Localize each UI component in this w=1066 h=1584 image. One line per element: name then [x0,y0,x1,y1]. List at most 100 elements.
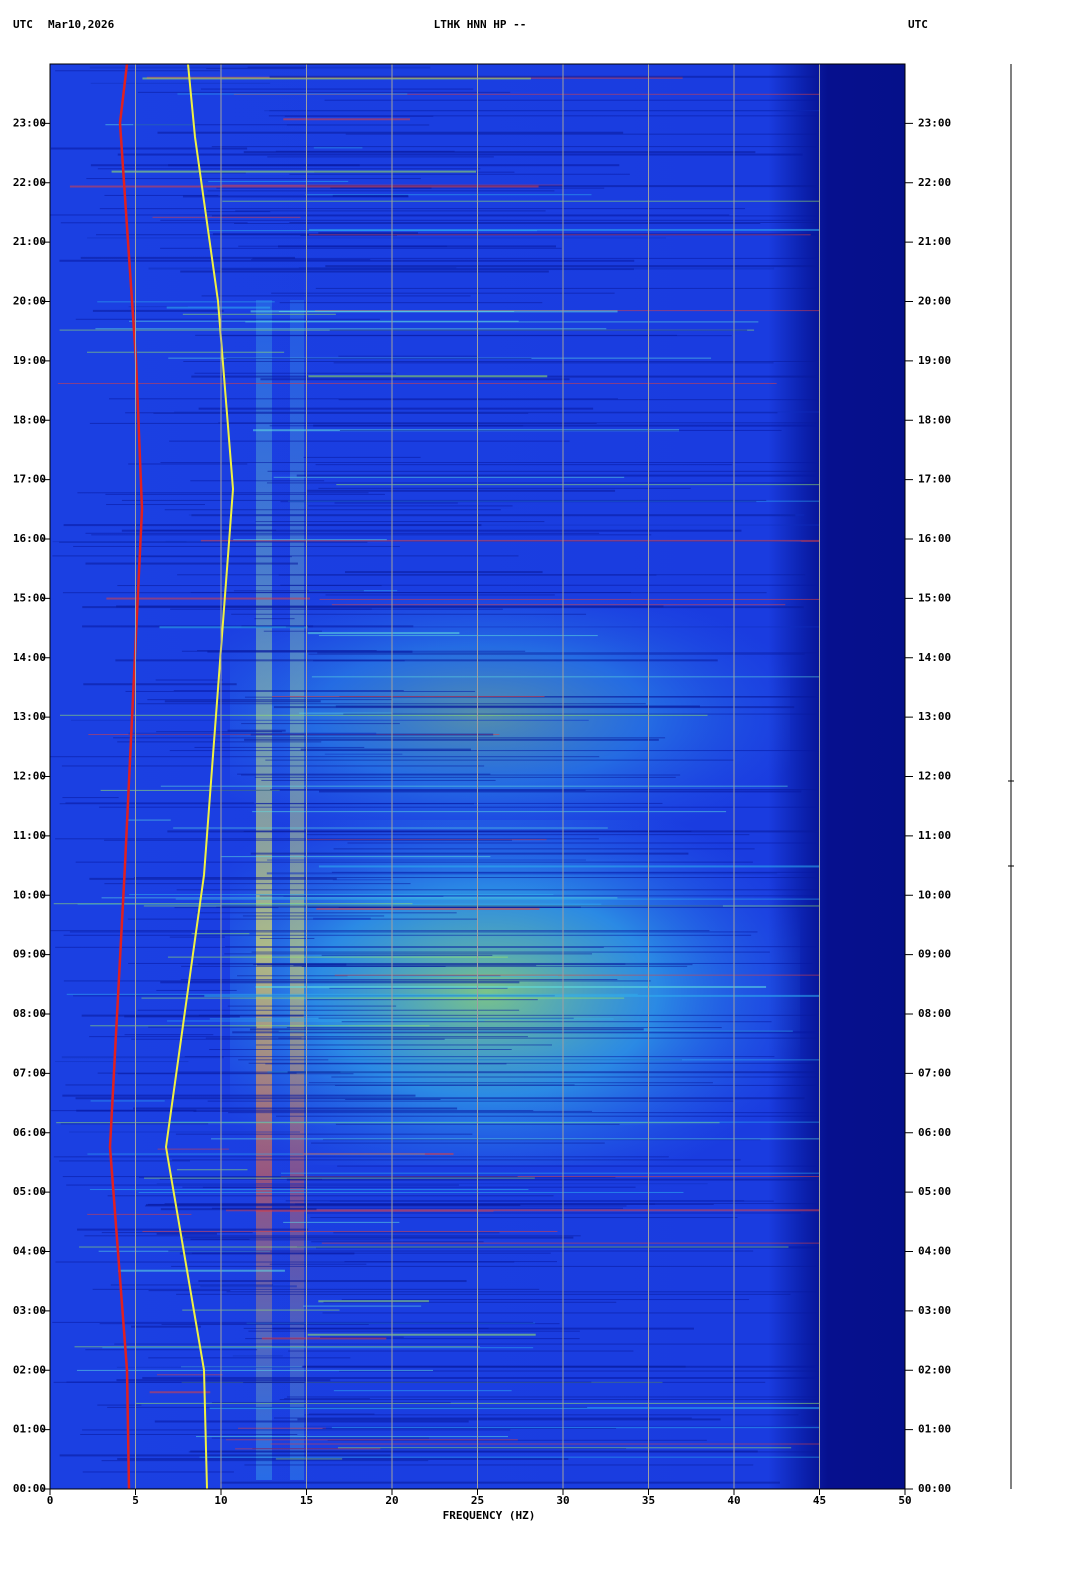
noise-streak [226,358,532,360]
noise-streak [99,208,746,210]
noise-streak [180,270,549,273]
noise-streak [69,185,539,188]
noise-streak [233,93,821,95]
noise-streak [286,1027,722,1029]
noise-streak [80,1433,298,1435]
noise-streak [289,222,820,224]
noise-streak [251,259,371,261]
noise-streak [329,987,508,989]
y-tick-label: 07:00 [13,1066,46,1079]
noise-streak [280,584,821,586]
noise-streak [142,529,277,531]
noise-streak [283,118,411,121]
noise-streak [249,1028,644,1031]
y-tick-label: 16:00 [918,532,951,545]
noise-streak [337,1165,820,1167]
y-tick-label: 05:00 [918,1185,951,1198]
noise-streak [60,222,248,224]
noise-streak [325,594,555,596]
noise-streak [280,1176,820,1178]
noise-streak [107,1195,554,1197]
noise-streak [323,1301,617,1303]
noise-streak [211,1402,451,1404]
noise-streak [232,1031,820,1034]
noise-streak [252,1448,627,1450]
noise-streak [209,1407,821,1410]
noise-streak [331,1076,820,1078]
noise-streak [313,147,363,149]
noise-streak [232,1355,283,1357]
noise-streak [311,1241,484,1243]
noise-streak [62,1176,518,1178]
noise-streak [194,746,365,748]
noise-streak [255,521,545,523]
noise-streak [209,1049,512,1051]
noise-streak [173,690,404,692]
noise-streak [255,1044,552,1046]
noise-streak [86,351,285,353]
noise-streak [237,1427,326,1429]
noise-streak [237,773,491,775]
noise-streak [227,729,286,732]
noise-streak [195,334,678,336]
timezone-right: UTC [908,18,928,31]
noise-streak [338,355,478,357]
y-tick-label: 06:00 [13,1126,46,1139]
noise-streak [157,1148,229,1150]
noise-streak [345,571,543,574]
y-tick-label: 09:00 [918,948,951,961]
energy-region [230,820,800,1165]
noise-streak [55,70,220,72]
y-tick-label: 23:00 [13,116,46,129]
noise-streak [267,156,494,158]
noise-streak [61,765,485,767]
noise-streak [306,839,547,841]
noise-streak [138,1176,616,1178]
noise-streak [320,1336,404,1338]
noise-streak [195,912,457,914]
y-tick-label: 09:00 [13,948,46,961]
noise-streak [341,1021,772,1023]
noise-streak [306,1212,802,1214]
noise-streak [147,1203,714,1205]
noise-streak [244,738,659,741]
noise-streak [265,759,734,761]
noise-streak [174,907,279,909]
noise-streak [60,1123,209,1125]
noise-streak [273,476,625,478]
noise-streak [57,382,777,384]
noise-streak [305,194,592,196]
noise-streak [92,309,224,312]
noise-streak [117,585,382,587]
noise-streak [333,1232,500,1234]
noise-streak [288,1350,634,1352]
noise-streak [254,776,676,778]
noise-streak [149,1391,211,1394]
noise-streak [117,153,803,156]
noise-streak [242,915,385,917]
y-tick-label: 18:00 [13,413,46,426]
y-tick-label: 13:00 [13,710,46,723]
noise-streak [167,956,508,958]
noise-streak [75,861,753,863]
noise-streak [324,99,820,101]
noise-streak [173,827,608,829]
noise-streak [235,210,546,212]
noise-streak [211,1207,624,1209]
noise-streak [175,898,821,900]
noise-streak [188,1451,821,1453]
noise-streak [227,1005,397,1007]
noise-streak [77,492,369,494]
noise-streak [299,712,393,714]
noise-streak [308,1082,713,1084]
noise-streak [275,1458,343,1460]
noise-streak [160,785,788,787]
noise-streak [137,91,511,93]
noise-streak [315,464,733,466]
noise-streak [220,856,491,858]
y-tick-label: 23:00 [918,116,951,129]
x-tick-label: 25 [471,1494,484,1507]
y-tick-label: 21:00 [13,235,46,248]
noise-streak [248,1330,580,1332]
